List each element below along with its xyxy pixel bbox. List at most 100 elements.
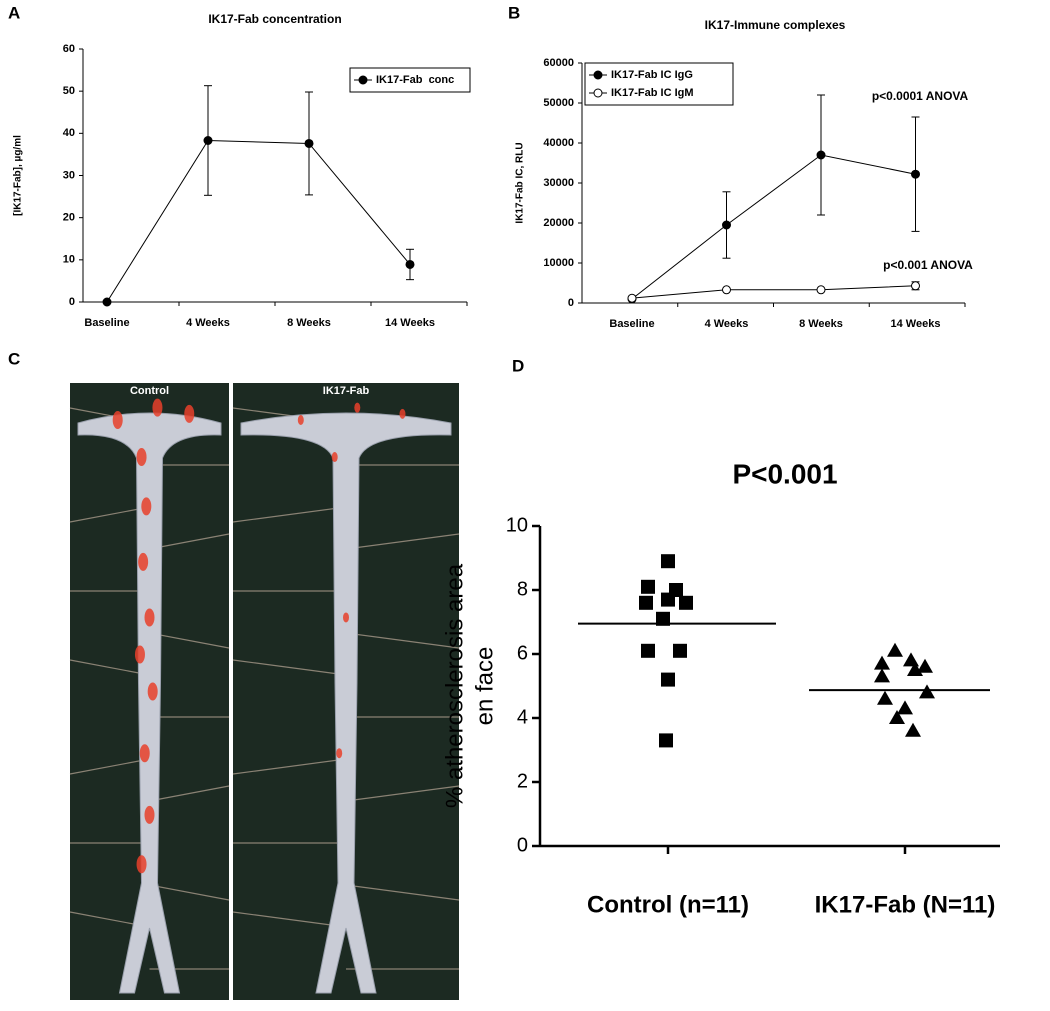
x-tick-label: 8 Weeks <box>287 317 331 329</box>
pin <box>232 758 347 775</box>
data-point <box>887 642 903 657</box>
pin <box>149 632 230 649</box>
pin <box>232 659 347 676</box>
lesion <box>184 404 195 423</box>
lesion <box>144 608 155 627</box>
data-point <box>304 138 314 148</box>
data-point <box>661 592 675 607</box>
x-tick-label: IK17-Fab (N=11) <box>815 891 996 918</box>
y-tick-label: 50000 <box>543 97 574 109</box>
data-point <box>905 722 921 737</box>
lesion <box>141 497 152 516</box>
lesion <box>297 415 304 426</box>
legend-marker <box>593 88 603 98</box>
photo-label: Control <box>130 385 169 397</box>
y-tick-label: 60 <box>63 43 75 55</box>
lesion <box>112 411 123 430</box>
y-tick-label: 10 <box>63 254 75 266</box>
data-point <box>661 554 675 569</box>
lesion <box>134 645 145 664</box>
pin <box>149 533 230 550</box>
data-point <box>641 643 655 658</box>
data-point <box>673 643 687 658</box>
annotation: p<0.0001 ANOVA <box>872 89 969 103</box>
data-point <box>656 611 670 626</box>
data-point <box>874 668 890 683</box>
lesion <box>136 855 147 874</box>
photo-label: IK17-Fab <box>323 385 370 397</box>
lesion <box>139 744 150 763</box>
lesion <box>336 748 343 759</box>
series-line <box>106 139 411 303</box>
y-axis-label: % atherosclerosis area <box>441 563 468 808</box>
data-point <box>816 150 826 160</box>
legend-label: IK17-Fab IC IgG <box>611 69 693 81</box>
data-point <box>917 658 933 673</box>
x-tick-label: 8 Weeks <box>799 318 843 330</box>
legend-label: IK17-Fab conc <box>376 74 454 86</box>
y-tick-label: 6 <box>517 642 528 664</box>
data-point <box>903 652 919 667</box>
series-line <box>631 154 916 300</box>
lesion <box>343 612 349 623</box>
legend-marker <box>358 75 368 85</box>
y-tick-label: 0 <box>69 296 75 308</box>
data-point <box>911 169 920 179</box>
data-point <box>889 710 905 724</box>
pin <box>69 506 150 523</box>
panel-letter: D <box>512 356 524 375</box>
y-tick-label: 20000 <box>543 217 574 229</box>
data-point <box>679 595 693 610</box>
lesion <box>147 682 158 701</box>
panel-letter: A <box>8 3 20 22</box>
y-tick-label: 8 <box>517 578 528 600</box>
x-tick-label: Baseline <box>609 318 654 330</box>
pin <box>149 884 230 901</box>
data-point <box>919 684 935 699</box>
data-point <box>877 690 893 705</box>
lesion <box>152 398 163 417</box>
y-tick-label: 40 <box>63 127 75 139</box>
chart-title: P<0.001 <box>732 458 837 489</box>
legend-label: IK17-Fab IC IgM <box>611 87 694 99</box>
x-tick-label: 4 Weeks <box>186 317 230 329</box>
pin <box>149 785 230 802</box>
y-tick-label: 2 <box>517 770 528 792</box>
data-point <box>907 662 923 676</box>
y-tick-label: 0 <box>568 297 574 309</box>
data-point <box>627 293 637 303</box>
data-point <box>897 700 913 715</box>
lesion <box>138 552 149 571</box>
legend-box <box>584 62 734 106</box>
x-tick-label: 4 Weeks <box>705 318 749 330</box>
pin <box>345 785 460 802</box>
chart-title: IK17-Fab concentration <box>208 12 341 26</box>
pin <box>69 758 150 775</box>
x-tick-label: 14 Weeks <box>385 317 435 329</box>
annotation: p<0.001 ANOVA <box>883 258 973 272</box>
x-tick-label: 14 Weeks <box>891 318 941 330</box>
panel-letter: C <box>8 349 20 368</box>
aorta <box>240 412 452 994</box>
chart-title: IK17-Immune complexes <box>705 18 846 32</box>
data-point <box>639 595 653 610</box>
pin <box>232 911 347 928</box>
y-axis-label: [IK17-Fab], µg/ml <box>13 135 24 216</box>
data-point <box>722 220 731 230</box>
x-tick-label: Control (n=11) <box>587 891 749 918</box>
y-tick-label: 30 <box>63 169 75 181</box>
y-tick-label: 20 <box>63 212 75 224</box>
y-tick-label: 30000 <box>543 177 574 189</box>
y-tick-label: 50 <box>63 85 75 97</box>
data-point <box>722 285 731 295</box>
panel-letter: B <box>508 3 520 22</box>
x-tick-label: Baseline <box>84 317 129 329</box>
pin <box>69 659 150 676</box>
pin <box>345 533 460 550</box>
lesion <box>136 448 147 467</box>
lesion <box>399 408 406 419</box>
y-tick-label: 4 <box>517 706 528 728</box>
y-tick-label: 0 <box>517 834 528 856</box>
data-point <box>874 655 890 670</box>
data-point <box>405 259 415 269</box>
